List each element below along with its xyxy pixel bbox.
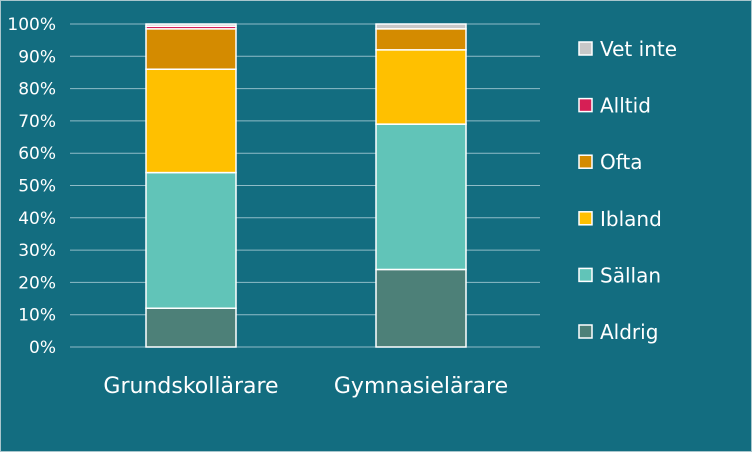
gridlines: [70, 23, 540, 348]
legend-label: Aldrig: [600, 320, 658, 344]
bar-segment: [145, 28, 237, 70]
bar-segment: [145, 23, 237, 28]
y-tick-label: 70%: [18, 112, 56, 132]
bar-segment: [375, 123, 467, 271]
legend-swatch: [578, 324, 593, 339]
bar-segment: [145, 68, 237, 174]
y-tick-label: 30%: [18, 241, 56, 261]
legend: Vet inte Alltid Ofta Ibland Sällan Aldrig: [578, 37, 677, 344]
legend-label: Vet inte: [600, 37, 677, 61]
y-tick-label: 50%: [18, 177, 56, 197]
legend-swatch: [578, 154, 593, 169]
y-tick-label: 10%: [18, 306, 56, 326]
legend-swatch: [578, 267, 593, 283]
y-axis-ticks: 0% 10% 20% 30% 40% 50% 60% 70% 80% 90% 100%: [7, 15, 56, 358]
legend-swatch: [578, 97, 593, 113]
bar-segment: [375, 268, 467, 348]
bar-segment: [375, 23, 467, 30]
legend-swatch: [578, 41, 593, 56]
x-axis-categories: Grundskollärare Gymnasielärare: [103, 374, 508, 399]
bar-segment: [145, 307, 237, 348]
bar-segment: [375, 49, 467, 125]
y-tick-label: 20%: [18, 273, 56, 293]
y-tick-label: 40%: [18, 209, 56, 229]
bars: [145, 23, 467, 348]
legend-label: Ofta: [600, 150, 643, 174]
x-category-label: Grundskollärare: [103, 374, 278, 399]
bar-segment: [145, 171, 237, 309]
y-tick-label: 0%: [29, 338, 56, 358]
y-tick-label: 80%: [18, 80, 56, 100]
y-tick-label: 60%: [18, 144, 56, 164]
legend-label: Ibland: [600, 207, 662, 231]
legend-label: Alltid: [600, 94, 651, 118]
x-category-label: Gymnasielärare: [334, 374, 508, 399]
legend-label: Sällan: [600, 263, 661, 287]
y-tick-label: 100%: [7, 15, 56, 35]
legend-swatch: [578, 211, 593, 226]
y-tick-label: 90%: [18, 47, 56, 67]
bar-segment: [375, 28, 467, 51]
